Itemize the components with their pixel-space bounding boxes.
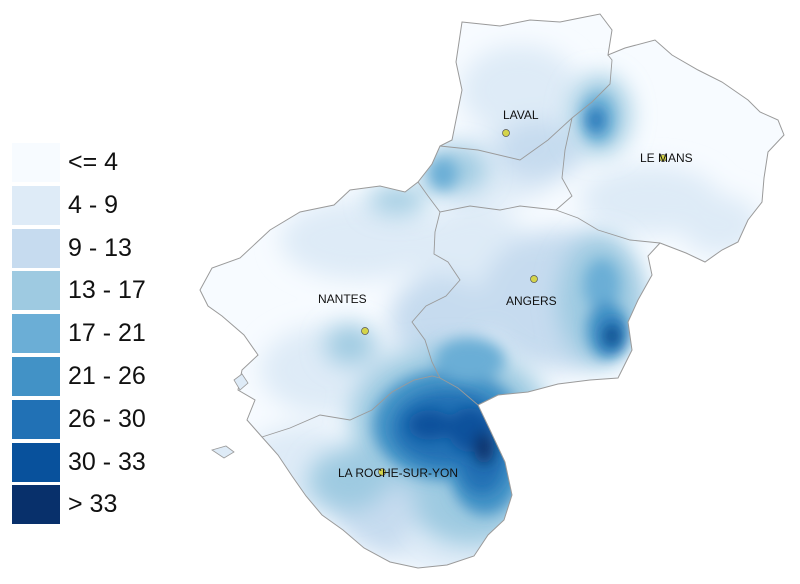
legend-swatch <box>12 399 60 439</box>
legend-item: 21 - 26 <box>10 356 180 399</box>
density-blob <box>588 108 604 132</box>
legend-item: > 33 <box>10 484 180 527</box>
city-marker-le-mans <box>659 154 667 162</box>
legend-swatch <box>12 314 60 354</box>
density-blob <box>474 432 494 464</box>
map-legend: <= 4 4 - 9 9 - 13 13 - 17 17 - 21 21 - 2… <box>10 142 180 527</box>
region-outline <box>199 13 785 569</box>
city-label-nantes: NANTES <box>318 292 367 306</box>
legend-item: 13 - 17 <box>10 270 180 313</box>
legend-label: 13 - 17 <box>68 276 146 305</box>
legend-item: 17 - 21 <box>10 313 180 356</box>
city-labels: LAVAL LE MANS ANGERS NANTES LA ROCHE-SUR… <box>318 108 693 480</box>
density-blob <box>435 338 505 382</box>
legend-item: 4 - 9 <box>10 185 180 228</box>
legend-item: 30 - 33 <box>10 442 180 485</box>
legend-label: 30 - 33 <box>68 447 146 476</box>
legend-swatch <box>12 485 60 525</box>
legend-swatch <box>12 442 60 482</box>
city-markers <box>361 129 667 476</box>
city-label-la-roche-sur-yon: LA ROCHE-SUR-YON <box>338 466 458 480</box>
islands <box>211 373 249 459</box>
density-blob <box>308 450 388 510</box>
city-label-le-mans: LE MANS <box>640 151 693 165</box>
legend-swatch <box>12 356 60 396</box>
legend-swatch <box>12 228 60 268</box>
city-marker-nantes <box>361 327 369 335</box>
density-blob <box>607 328 617 344</box>
legend-swatch <box>12 185 60 225</box>
legend-item: <= 4 <box>10 142 180 185</box>
legend-swatch <box>12 143 60 182</box>
city-label-angers: ANGERS <box>506 294 557 308</box>
region-map: LAVAL LE MANS ANGERS NANTES LA ROCHE-SUR… <box>199 13 785 569</box>
density-blob <box>408 410 452 440</box>
legend-label: 9 - 13 <box>68 233 132 262</box>
legend-label: 21 - 26 <box>68 361 146 390</box>
legend-label: > 33 <box>68 490 118 519</box>
density-blob <box>460 45 580 135</box>
density-blob <box>584 259 620 311</box>
density-blob <box>368 186 428 214</box>
legend-label: <= 4 <box>68 148 119 176</box>
density-blob <box>280 200 440 280</box>
city-marker-la-roche-sur-yon <box>378 468 386 476</box>
density-blob <box>325 325 375 365</box>
legend-swatch <box>12 271 60 311</box>
density-surface <box>200 14 784 568</box>
legend-label: 4 - 9 <box>68 190 119 219</box>
legend-label: 26 - 30 <box>68 404 146 433</box>
legend-item: 26 - 30 <box>10 399 180 442</box>
department-borders <box>261 54 661 438</box>
density-blob <box>680 195 760 255</box>
density-blob <box>429 158 457 190</box>
legend-label: 17 - 21 <box>68 319 146 348</box>
city-marker-angers <box>530 275 538 283</box>
density-blob <box>495 120 585 180</box>
city-marker-laval <box>502 129 510 137</box>
legend-item: 9 - 13 <box>10 228 180 271</box>
city-label-laval: LAVAL <box>503 108 539 122</box>
